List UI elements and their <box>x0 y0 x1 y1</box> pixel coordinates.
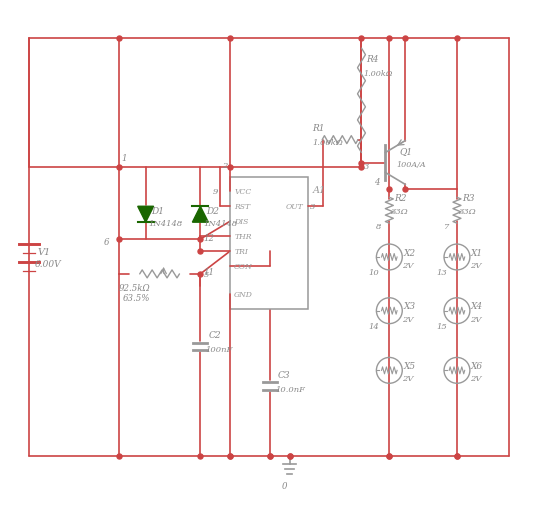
Text: 14: 14 <box>369 322 379 330</box>
Text: 5: 5 <box>204 270 209 278</box>
Text: D2: D2 <box>206 206 220 215</box>
Text: 1.00kΩ: 1.00kΩ <box>312 138 343 146</box>
Text: Q1: Q1 <box>399 147 413 156</box>
Text: 6: 6 <box>103 237 109 246</box>
Polygon shape <box>138 207 154 223</box>
Text: 92.5kΩ: 92.5kΩ <box>119 284 150 293</box>
Text: R1: R1 <box>312 124 325 133</box>
Text: 1N4148: 1N4148 <box>149 220 183 228</box>
Text: 9: 9 <box>213 188 219 196</box>
Text: A1: A1 <box>313 185 326 194</box>
Text: 6.00V: 6.00V <box>34 260 61 269</box>
Text: 2V: 2V <box>470 375 481 383</box>
Text: R2: R2 <box>394 193 407 203</box>
Text: 3: 3 <box>310 203 315 211</box>
Text: GND: GND <box>234 290 253 298</box>
Text: C3: C3 <box>278 370 290 379</box>
Text: 10.0nF: 10.0nF <box>275 385 305 393</box>
Text: 2V: 2V <box>470 315 481 323</box>
Text: 8: 8 <box>376 223 382 231</box>
Text: 2: 2 <box>222 162 227 170</box>
Text: 3: 3 <box>364 163 369 171</box>
Polygon shape <box>192 207 208 223</box>
Text: C2: C2 <box>208 330 221 340</box>
Text: X4: X4 <box>471 302 483 310</box>
Text: TRI: TRI <box>234 247 248 256</box>
Text: 11: 11 <box>204 268 214 277</box>
Text: X3: X3 <box>403 302 415 310</box>
Text: OUT: OUT <box>286 203 304 211</box>
Text: X1: X1 <box>471 248 483 257</box>
Text: 1N4148: 1N4148 <box>204 220 238 228</box>
Text: 0: 0 <box>282 482 288 490</box>
Text: 100A/A: 100A/A <box>397 161 426 169</box>
Text: 13: 13 <box>437 268 447 276</box>
Text: RST: RST <box>234 203 251 211</box>
Text: DIS: DIS <box>234 218 248 225</box>
Text: 1.00kΩ: 1.00kΩ <box>364 70 393 78</box>
Text: 4: 4 <box>374 178 379 186</box>
Text: R4: R4 <box>367 54 379 64</box>
Text: 12: 12 <box>204 233 214 242</box>
Text: VCC: VCC <box>234 188 252 196</box>
Text: X6: X6 <box>471 361 483 370</box>
Text: D1: D1 <box>151 206 165 215</box>
Text: X2: X2 <box>403 248 415 257</box>
Text: 33Ω: 33Ω <box>391 208 409 216</box>
Text: 2V: 2V <box>402 315 414 323</box>
Text: 2V: 2V <box>470 262 481 269</box>
Bar <box>230 178 308 309</box>
Text: X5: X5 <box>403 361 415 370</box>
Text: CON: CON <box>234 263 253 270</box>
Text: 63.5%: 63.5% <box>123 294 150 303</box>
Text: 10: 10 <box>369 268 379 276</box>
Text: 33Ω: 33Ω <box>459 208 477 216</box>
Text: 1: 1 <box>122 154 127 163</box>
Text: 2V: 2V <box>402 262 414 269</box>
Text: V1: V1 <box>37 247 51 256</box>
Text: 2V: 2V <box>402 375 414 383</box>
Text: THR: THR <box>234 233 252 241</box>
Text: R3: R3 <box>462 193 474 203</box>
Text: 100nF: 100nF <box>205 346 232 354</box>
Text: 15: 15 <box>437 322 447 330</box>
Text: 7: 7 <box>443 223 449 231</box>
